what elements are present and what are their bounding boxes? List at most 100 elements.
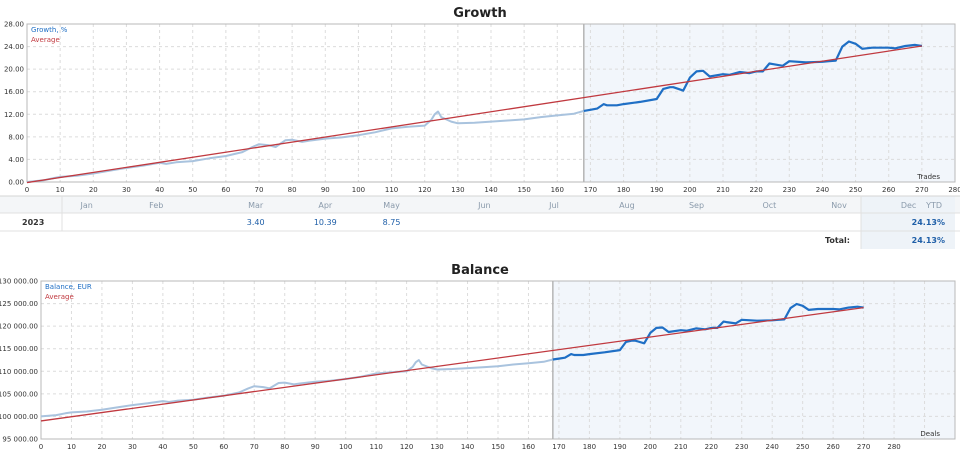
b-x-tick-label: 80 [280, 443, 289, 451]
g-x-tick-label: 100 [352, 186, 365, 194]
month-values: 3.40 10.39 8.75 [247, 218, 401, 227]
g-x-tick-label: 170 [584, 186, 597, 194]
month-header: Mar [248, 201, 264, 210]
b-x-tick-label: 150 [491, 443, 504, 451]
balance-live-region [552, 281, 955, 439]
g-average-line [26, 45, 922, 184]
b-x-tick-label: 30 [128, 443, 137, 451]
b-y-tick-label: 120 000.00 [0, 323, 38, 331]
balance-plot-frame [40, 280, 956, 440]
month-header: Jul [548, 201, 559, 210]
b-x-tick-label: 200 [644, 443, 657, 451]
g-y-tick-label: 20.00 [4, 66, 24, 74]
balance-x-axis-label: Deals [920, 430, 940, 438]
b-y-tick-label: 95 000.00 [2, 436, 38, 444]
g-x-tick-label: 10 [56, 186, 65, 194]
growth-chart-title: Growth [453, 6, 507, 21]
b-x-tick-label: 270 [857, 443, 870, 451]
b-x-tick-label: 280 [887, 443, 900, 451]
balance-x-ticks: 0 10 20 30 40 50 60 70 80 90 100 110 120 130 140 150 160… [39, 443, 901, 451]
growth-x-axis-label: Trades [916, 173, 940, 181]
growth-y-ticks: 0.00 4.00 8.00 12.00 16.00 20.00 24.00 28.00 [4, 21, 24, 187]
b-x-tick-label: 240 [766, 443, 779, 451]
g-x-tick-label: 240 [816, 186, 829, 194]
b-x-tick-label: 190 [613, 443, 626, 451]
g-x-tick-label: 280 [948, 186, 960, 194]
b-y-tick-label: 105 000.00 [0, 390, 38, 398]
g-x-tick-label: 180 [617, 186, 630, 194]
g-y-tick-label: 12.00 [4, 111, 24, 119]
ytd-header: YTD [925, 201, 942, 210]
total-label: Total: [825, 236, 850, 245]
balance-legend-series: Balance, EUR [45, 283, 92, 291]
monthly-returns-table: Jan Feb Mar Apr May Jun Jul Aug Sep Oct Nov Dec YTD… [0, 195, 960, 249]
b-x-tick-label: 100 [339, 443, 352, 451]
b-y-tick-label: 110 000.00 [0, 368, 38, 376]
b-x-tick-label: 70 [250, 443, 259, 451]
month-header: Sep [689, 201, 704, 210]
b-x-tick-label: 160 [522, 443, 535, 451]
balance-chart-title: Balance [451, 263, 509, 278]
ytd-column [861, 196, 955, 249]
g-y-tick-label: 4.00 [8, 156, 24, 164]
month-header: Aug [619, 201, 635, 210]
growth-legend-series: Growth, % [31, 26, 68, 34]
month-header: Jan [79, 201, 92, 210]
b-history-line [40, 358, 554, 418]
g-x-tick-label: 70 [255, 186, 264, 194]
balance-chart: Balance 95 000.00 100 000.00 105 000.00 110… [0, 263, 956, 451]
growth-chart: Growth 0.00 4.00 8.00 12.00 16.00 20.00 24.00 2… [4, 6, 960, 194]
b-x-tick-label: 210 [674, 443, 687, 451]
growth-series [26, 40, 923, 184]
b-x-tick-label: 140 [461, 443, 474, 451]
g-x-tick-label: 220 [749, 186, 762, 194]
b-x-tick-label: 220 [705, 443, 718, 451]
total-value: 24.13% [912, 236, 945, 245]
g-x-tick-label: 250 [849, 186, 862, 194]
month-header: May [383, 201, 400, 210]
b-x-tick-label: 90 [311, 443, 320, 451]
g-x-tick-label: 130 [451, 186, 464, 194]
g-x-tick-label: 80 [288, 186, 297, 194]
g-x-tick-label: 210 [716, 186, 729, 194]
b-x-tick-label: 230 [735, 443, 748, 451]
b-x-tick-label: 50 [189, 443, 198, 451]
month-value: 8.75 [383, 218, 401, 227]
balance-y-ticks: 95 000.00 100 000.00 105 000.00 110 000.00 1… [0, 278, 38, 444]
g-x-tick-label: 160 [551, 186, 564, 194]
g-x-tick-label: 20 [89, 186, 98, 194]
month-header: Apr [318, 201, 333, 210]
balance-legend-average: Average [45, 293, 74, 301]
g-x-tick-label: 200 [683, 186, 696, 194]
g-y-tick-label: 28.00 [4, 21, 24, 29]
b-y-tick-label: 130 000.00 [0, 278, 38, 286]
g-x-tick-label: 90 [321, 186, 330, 194]
g-x-tick-label: 40 [155, 186, 164, 194]
g-x-tick-label: 230 [783, 186, 796, 194]
b-x-tick-label: 120 [400, 443, 413, 451]
balance-series [40, 302, 864, 422]
g-x-tick-label: 30 [122, 186, 131, 194]
g-x-tick-label: 270 [915, 186, 928, 194]
g-y-tick-label: 16.00 [4, 88, 24, 96]
g-x-tick-label: 260 [882, 186, 895, 194]
ytd-value: 24.13% [912, 218, 945, 227]
b-y-tick-label: 115 000.00 [0, 345, 38, 353]
month-header: Dec [901, 201, 916, 210]
b-x-tick-label: 60 [219, 443, 228, 451]
month-value: 3.40 [247, 218, 265, 227]
g-x-tick-label: 110 [385, 186, 398, 194]
b-x-tick-label: 10 [67, 443, 76, 451]
growth-gridlines [27, 24, 955, 182]
b-x-tick-label: 170 [552, 443, 565, 451]
b-y-tick-label: 125 000.00 [0, 300, 38, 308]
month-header: Oct [762, 201, 776, 210]
b-x-tick-label: 180 [583, 443, 596, 451]
month-header: Feb [149, 201, 163, 210]
b-x-tick-label: 260 [826, 443, 839, 451]
g-y-tick-label: 24.00 [4, 43, 24, 51]
g-x-tick-label: 190 [650, 186, 663, 194]
b-x-tick-label: 20 [97, 443, 106, 451]
g-history-line [26, 109, 585, 183]
